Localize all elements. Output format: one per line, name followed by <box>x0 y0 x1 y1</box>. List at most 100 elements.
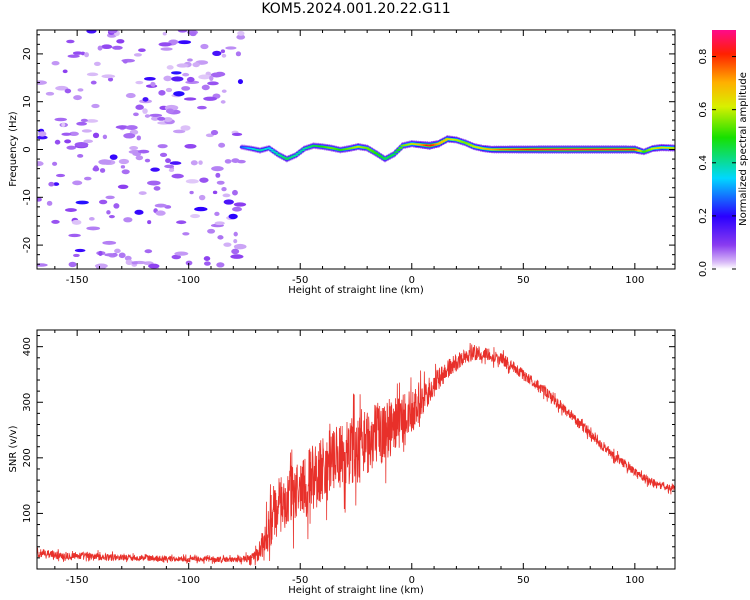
heatmap-noise-cell <box>125 93 136 99</box>
heatmap-noise-cell <box>228 213 238 220</box>
snr-frame <box>36 329 676 570</box>
heatmap-noise-cell <box>135 104 144 110</box>
colorbar-tick-label: 0.6 <box>698 102 709 118</box>
heatmap-noise-cell <box>221 187 227 192</box>
x-tick-label: 100 <box>625 575 644 586</box>
heatmap-ridge-cell <box>282 157 288 159</box>
heatmap-noise-cell <box>80 51 86 56</box>
y-tick-label: 0 <box>22 146 33 152</box>
heatmap-noise-cell <box>189 31 197 37</box>
heatmap-noise-cell <box>106 210 111 215</box>
heatmap-ridge-cell <box>279 155 285 158</box>
x-tick-label: -100 <box>177 575 200 586</box>
heatmap-ridge-cell <box>266 147 272 149</box>
snr-panel: -150 -100 -50 0 50 100 100 200 300 400 Height of… <box>8 329 676 596</box>
heatmap-noise-cell <box>185 179 199 184</box>
heatmap-noise-cell <box>222 193 231 198</box>
y-tick-label: 10 <box>22 95 33 108</box>
spectrogram-x-ticks: -150 -100 -50 0 50 100 <box>54 30 658 286</box>
heatmap-noise-cell <box>216 180 225 185</box>
heatmap-noise-cell <box>54 117 67 122</box>
heatmap-noise-cell <box>168 168 175 173</box>
heatmap-noise-cell <box>80 118 88 123</box>
heatmap-noise-cell <box>101 74 116 79</box>
heatmap-noise-cell <box>109 154 118 160</box>
heatmap-ridge-cell <box>442 139 448 141</box>
heatmap-noise-cell <box>147 180 161 186</box>
heatmap-noise-cell <box>84 176 92 181</box>
heatmap-noise-cell <box>183 97 197 101</box>
heatmap-noise-cell <box>51 219 60 224</box>
heatmap-noise-cell <box>61 132 72 136</box>
heatmap-ridge-cell <box>295 152 301 155</box>
heatmap-noise-cell <box>203 96 218 101</box>
heatmap-ridge-cell <box>440 140 446 143</box>
heatmap-noise-cell <box>52 161 58 166</box>
y-tick-label: 300 <box>22 393 33 412</box>
x-tick-label: 0 <box>409 275 415 286</box>
x-tick-label: -100 <box>177 275 200 286</box>
heatmap-ridge-cell <box>436 142 441 145</box>
heatmap-noise-cell <box>114 248 121 254</box>
heatmap-noise-cell <box>171 76 184 82</box>
heatmap-noise-cell <box>223 242 232 247</box>
heatmap-noise-cell <box>101 44 113 50</box>
heatmap-noise-cell <box>68 261 77 268</box>
y-tick-label: -10 <box>22 189 33 205</box>
heatmap-noise-cell <box>135 155 144 161</box>
heatmap-noise-cell <box>53 182 60 186</box>
heatmap-noise-cell <box>164 164 175 169</box>
spectrogram-x-label: Height of straight line (km) <box>288 285 424 296</box>
heatmap-noise-cell <box>64 88 72 94</box>
heatmap-noise-cell <box>72 51 83 55</box>
heatmap-noise-cell <box>37 161 44 167</box>
heatmap-ridge-cell <box>395 149 401 151</box>
heatmap-noise-cell <box>148 263 160 269</box>
heatmap-noise-cell <box>150 82 156 87</box>
y-tick-label: 200 <box>22 448 33 467</box>
heatmap-noise-cell <box>83 139 94 144</box>
x-tick-label: -150 <box>66 275 89 286</box>
x-tick-label: 50 <box>517 275 530 286</box>
heatmap-noise-cell <box>142 97 149 102</box>
heatmap-noise-cell <box>231 248 240 255</box>
heatmap-noise-cell <box>117 184 129 189</box>
heatmap-noise-cell <box>173 91 185 97</box>
heatmap-noise-cell <box>135 80 144 85</box>
heatmap-noise-cell <box>66 39 75 44</box>
heatmap-noise-cell <box>122 59 128 64</box>
heatmap-noise-cell <box>190 214 201 219</box>
heatmap-ridge-cell <box>369 149 375 152</box>
heatmap-noise-cell <box>235 51 242 57</box>
heatmap-noise-cell <box>77 154 84 158</box>
heatmap-noise-cell <box>92 166 100 172</box>
heatmap-noise-cell <box>165 158 171 164</box>
heatmap-noise-cell <box>236 34 246 40</box>
heatmap-noise-cell <box>86 30 97 34</box>
heatmap-noise-cell <box>200 43 209 50</box>
heatmap-ridge-cell <box>271 150 276 152</box>
heatmap-noise-cell <box>121 169 130 175</box>
spectrogram-y-ticks: -20 -10 0 10 20 <box>22 34 675 265</box>
heatmap-noise-cell <box>85 119 99 123</box>
heatmap-ridge-cell <box>371 151 377 153</box>
heatmap-noise-cell <box>68 131 79 136</box>
heatmap-ridge-cell <box>378 155 383 157</box>
heatmap-noise-cell <box>90 80 97 85</box>
snr-x-label: Height of straight line (km) <box>288 585 424 596</box>
heatmap-ridge-cell <box>393 151 399 153</box>
heatmap-noise-cell <box>171 254 182 260</box>
heatmap-noise-cell <box>136 135 141 141</box>
heatmap-noise-cell <box>187 58 193 62</box>
heatmap-noise-cell <box>169 161 182 165</box>
heatmap-noise-cell <box>207 228 216 234</box>
heatmap-noise-cell <box>198 160 203 165</box>
heatmap-noise-cell <box>61 122 66 128</box>
heatmap-noise-cell <box>84 52 89 58</box>
heatmap-noise-cell <box>105 195 115 200</box>
x-tick-label: -50 <box>292 575 308 586</box>
heatmap-noise-cell <box>217 235 224 240</box>
heatmap-noise-cell <box>125 125 138 131</box>
heatmap-noise-cell <box>149 113 163 118</box>
